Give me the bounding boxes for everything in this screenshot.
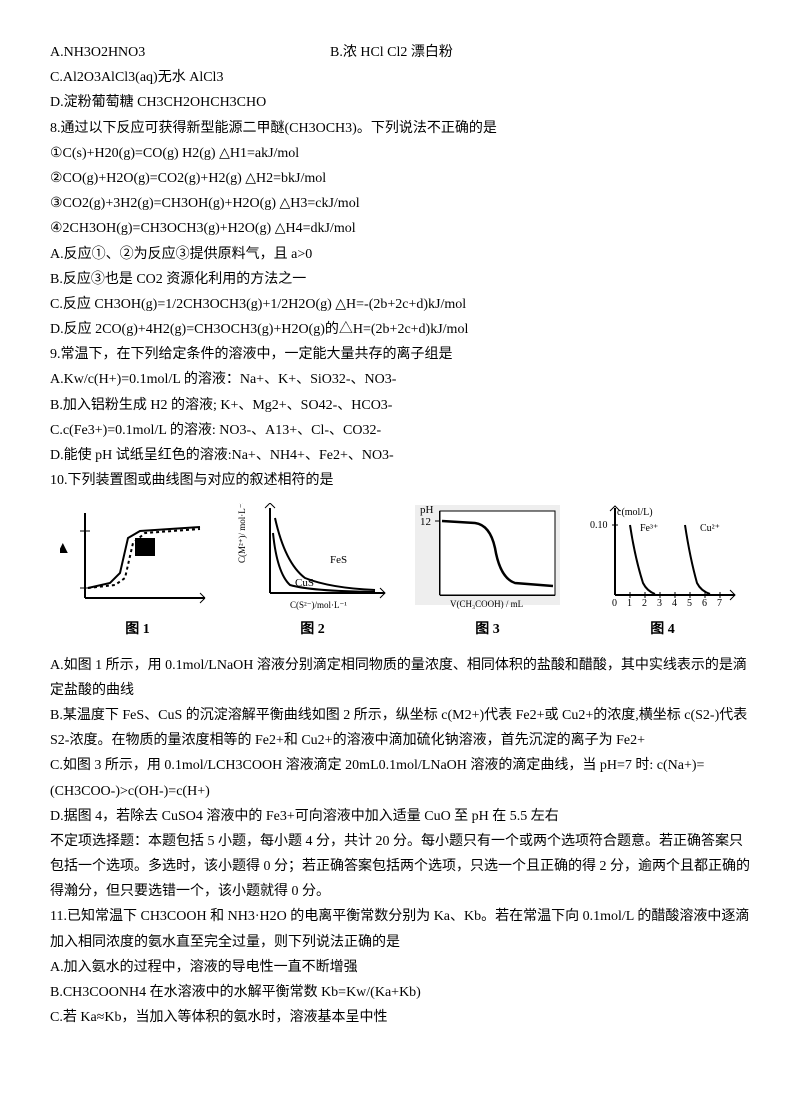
q8-eq1: ①C(s)+H20(g)=CO(g) H2(g) △H1=akJ/mol: [50, 141, 750, 166]
q8-a: A.反应①、②为反应③提供原料气，且 a>0: [50, 242, 750, 267]
q8-eq2: ②CO(g)+H2O(g)=CO2(g)+H2(g) △H2=bkJ/mol: [50, 166, 750, 191]
svg-text:▸: ▸: [60, 543, 73, 553]
q9-d: D.能使 pH 试纸呈红色的溶液:Na+、NH4+、Fe2+、NO3-: [50, 443, 750, 468]
fig2-fes: FeS: [330, 554, 347, 566]
q11-c: C.若 Ka≈Kb，当加入等体积的氨水时，溶液基本呈中性: [50, 1005, 750, 1030]
fig2-xlabel: C(S²⁻)/mol·L⁻¹: [290, 600, 347, 610]
fig4-fe: Fe³⁺: [640, 523, 658, 534]
svg-text:6: 6: [702, 598, 707, 609]
figure-1-svg: ▸: [60, 503, 215, 613]
option-line: A.NH3O2HNO3 B.浓 HCl Cl2 漂白粉: [50, 40, 750, 65]
q11-a: A.加入氨水的过程中，溶液的导电性一直不断增强: [50, 955, 750, 980]
fig3-tick: 12: [420, 516, 431, 528]
q9-c: C.c(Fe3+)=0.1mol/L 的溶液: NO3-、A13+、Cl-、CO…: [50, 418, 750, 443]
q10-d: D.据图 4，若除去 CuSO4 溶液中的 Fe3+可向溶液中加入适量 CuO …: [50, 804, 750, 829]
figures-row: ▸ 图 1 FeS CuS C(M²⁺)/ mol·L⁻¹ C(S²⁻)/mol…: [50, 503, 750, 642]
q9-a: A.Kw/c(H+)=0.1mol/L 的溶液：Na+、K+、SiO32-、NO…: [50, 367, 750, 392]
svg-text:4: 4: [672, 598, 677, 609]
q8-c: C.反应 CH3OH(g)=1/2CH3OCH3(g)+1/2H2O(g) △H…: [50, 292, 750, 317]
figure-4-svg: 0.10 Fe³⁺ Cu²⁺ c(mol/L) 0 1 2 3 4 5 6 7: [585, 503, 740, 613]
svg-text:3: 3: [657, 598, 662, 609]
q8-b: B.反应③也是 CO2 资源化利用的方法之一: [50, 267, 750, 292]
q8-d: D.反应 2CO(g)+4H2(g)=CH3OCH3(g)+H2O(g)的△H=…: [50, 317, 750, 342]
fig3-ylabel: pH: [420, 504, 434, 516]
option-c: C.Al2O3AlCl3(aq)无水 AlCl3: [50, 65, 750, 90]
figure-4-label: 图 4: [650, 617, 675, 642]
fig4-ytick: 0.10: [590, 520, 608, 531]
q9-b: B.加入铝粉生成 H2 的溶液; K+、Mg2+、SO42-、HCO3-: [50, 393, 750, 418]
figure-3-svg: 12 pH V(CH₃COOH) / mL: [410, 503, 565, 613]
svg-text:7: 7: [717, 598, 722, 609]
q10-a: A.如图 1 所示，用 0.1mol/LNaOH 溶液分别滴定相同物质的量浓度、…: [50, 653, 750, 703]
q9-stem: 9.常温下，在下列给定条件的溶液中，一定能大量共存的离子组是: [50, 342, 750, 367]
svg-text:1: 1: [627, 598, 632, 609]
figure-3: 12 pH V(CH₃COOH) / mL 图 3: [408, 503, 568, 642]
svg-text:5: 5: [687, 598, 692, 609]
fig4-xticks: 0 1 2 3 4 5 6 7: [612, 598, 722, 609]
q8-eq4: ④2CH3OH(g)=CH3OCH3(g)+H2O(g) △H4=dkJ/mol: [50, 216, 750, 241]
svg-text:0: 0: [612, 598, 617, 609]
figure-2: FeS CuS C(M²⁺)/ mol·L⁻¹ C(S²⁻)/mol·L⁻¹ 图…: [233, 503, 393, 642]
fig4-cu: Cu²⁺: [700, 523, 720, 534]
fig2-ylabel: C(M²⁺)/ mol·L⁻¹: [237, 503, 247, 563]
q8-eq3: ③CO2(g)+3H2(g)=CH3OH(g)+H2O(g) △H3=ckJ/m…: [50, 191, 750, 216]
q8-stem: 8.通过以下反应可获得新型能源二甲醚(CH3OCH3)。下列说法不正确的是: [50, 116, 750, 141]
svg-text:2: 2: [642, 598, 647, 609]
option-b: B.浓 HCl Cl2 漂白粉: [330, 40, 453, 65]
figure-2-label: 图 2: [300, 617, 325, 642]
q11-stem: 11.已知常温下 CH3COOH 和 NH3·H2O 的电离平衡常数分别为 Ka…: [50, 904, 750, 954]
figure-1-label: 图 1: [125, 617, 150, 642]
q10-c: C.如图 3 所示，用 0.1mol/LCH3COOH 溶液滴定 20mL0.1…: [50, 753, 750, 803]
q10-b: B.某温度下 FeS、CuS 的沉淀溶解平衡曲线如图 2 所示，纵坐标 c(M2…: [50, 703, 750, 753]
fig2-cus: CuS: [295, 577, 314, 589]
fig3-xlabel: V(CH₃COOH) / mL: [450, 599, 523, 609]
section-note: 不定项选择题：本题包括 5 小题，每小题 4 分，共计 20 分。每小题只有一个…: [50, 829, 750, 905]
figure-1: ▸ 图 1: [58, 503, 218, 642]
option-d: D.淀粉葡萄糖 CH3CH2OHCH3CHO: [50, 90, 750, 115]
q11-b: B.CH3COONH4 在水溶液中的水解平衡常数 Kb=Kw/(Ka+Kb): [50, 980, 750, 1005]
figure-3-label: 图 3: [475, 617, 500, 642]
figure-4: 0.10 Fe³⁺ Cu²⁺ c(mol/L) 0 1 2 3 4 5 6 7: [583, 503, 743, 642]
fig4-ylabel: c(mol/L): [617, 507, 653, 518]
figure-2-svg: FeS CuS C(M²⁺)/ mol·L⁻¹ C(S²⁻)/mol·L⁻¹: [235, 503, 390, 613]
q10-stem: 10.下列装置图或曲线图与对应的叙述相符的是: [50, 468, 750, 493]
option-a: A.NH3O2HNO3: [50, 40, 330, 65]
